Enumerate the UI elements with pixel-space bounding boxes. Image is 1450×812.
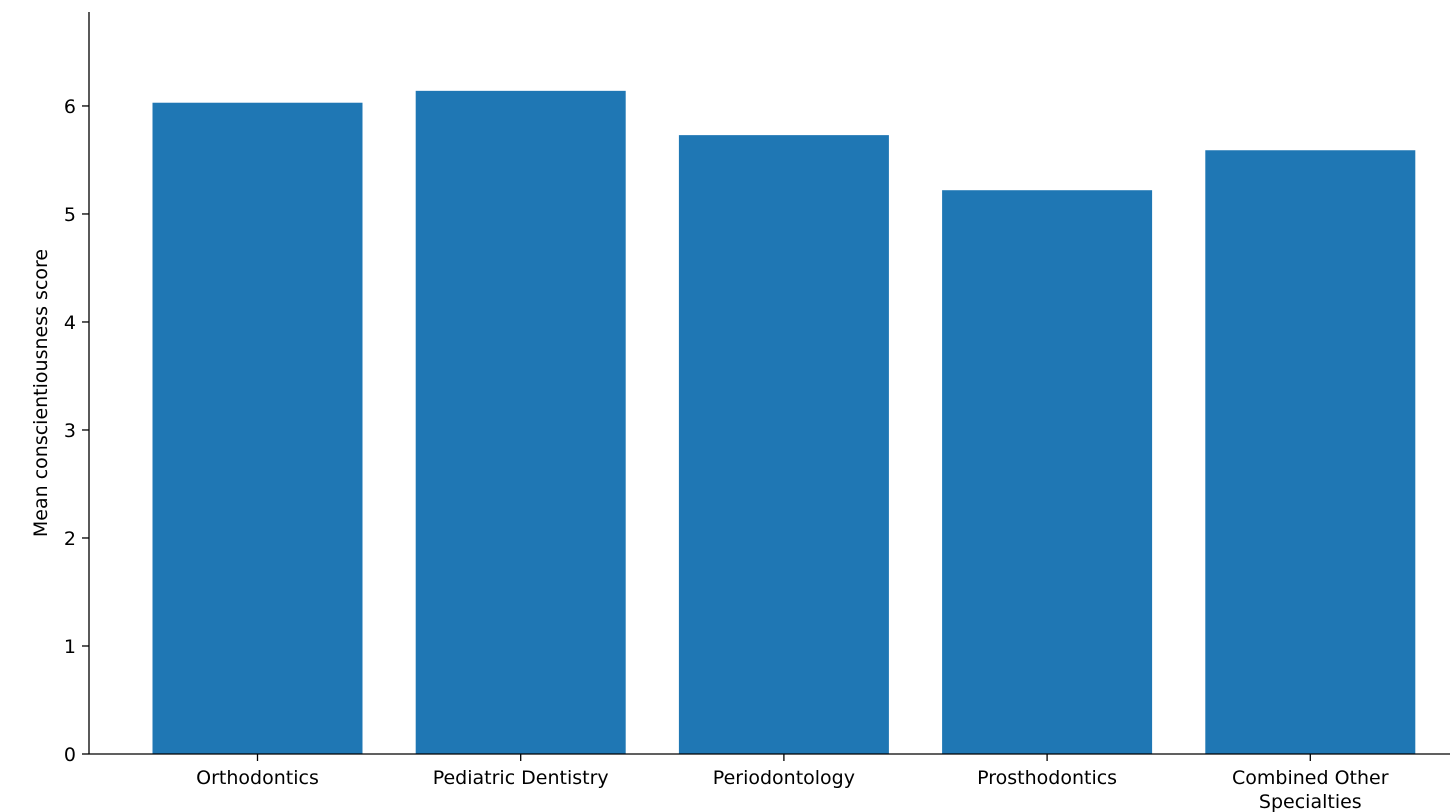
x-tick-label: Periodontology <box>713 767 855 789</box>
y-axis-label: Mean conscientiousness score <box>30 249 52 537</box>
bar <box>415 90 626 755</box>
y-tick-label: 4 <box>64 312 76 334</box>
y-tick-label: 1 <box>64 636 76 658</box>
y-tick-label: 3 <box>64 420 76 442</box>
x-ticks: Orthodontics Pediatric Dentistry Periodont… <box>196 754 1389 812</box>
y-tick-label: 2 <box>64 528 76 550</box>
bar <box>942 190 1153 754</box>
x-tick-label: Combined Other Specialties <box>1232 767 1389 812</box>
x-tick-label: Orthodontics <box>196 767 319 789</box>
y-tick-label: 0 <box>64 744 76 766</box>
x-tick-label: Pediatric Dentistry <box>433 767 609 789</box>
bar <box>152 102 363 755</box>
bar <box>1205 150 1416 754</box>
axes-layer <box>88 12 1450 755</box>
y-tick-label: 5 <box>64 204 76 226</box>
x-tick-label: Prosthodontics <box>977 767 1117 789</box>
y-tick-label: 6 <box>64 96 76 118</box>
bars-layer <box>152 90 1416 755</box>
y-ticks: 0 1 2 3 4 5 6 <box>64 96 89 766</box>
bar <box>678 135 889 754</box>
